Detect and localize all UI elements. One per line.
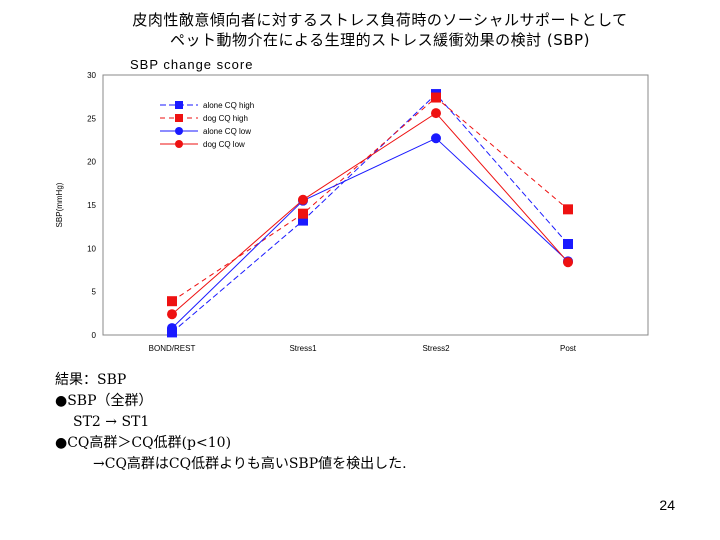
plot-area <box>102 74 649 336</box>
data-point <box>563 257 573 268</box>
results-line-2: ●SBP（全群） <box>55 393 153 409</box>
data-point <box>431 92 441 103</box>
legend-label: alone CQ high <box>203 101 254 110</box>
y-tick-label: 15 <box>87 201 96 210</box>
legend-marker <box>175 114 183 122</box>
results-text: 結果：SBP ●SBP（全群） ST2 → ST1 ●CQ高群＞CQ低群(p<1… <box>55 370 407 475</box>
slide-title-line-2: ペット動物介在による生理的ストレス緩衝効果の検討 (SBP) <box>170 31 590 49</box>
series-line <box>171 137 569 329</box>
series-line <box>171 93 569 333</box>
series-markers <box>167 89 573 338</box>
legend: alone CQ high dog CQ high alone CQ low dog … <box>160 101 254 149</box>
data-point <box>431 108 441 119</box>
legend-marker <box>175 140 183 148</box>
data-point <box>167 323 177 334</box>
series-lines <box>171 93 569 333</box>
x-tick-label: Stress2 <box>422 344 450 353</box>
y-axis-label: SBP(mmHg) <box>55 182 64 227</box>
sbp-line-chart: SBP change score SBP(mmHg) 051015202530 … <box>55 57 649 353</box>
results-line-3: ST2 → ST1 <box>73 414 150 430</box>
y-tick-label: 25 <box>87 114 96 123</box>
y-tick-label: 0 <box>92 331 97 340</box>
y-ticks: 0 5 10 15 20 25 30 <box>87 71 96 340</box>
x-tick-labels: BOND/REST Stress1 Stress2 Post <box>149 344 577 353</box>
data-point <box>431 133 441 144</box>
slide-title-line-1: 皮肉性敵意傾向者に対するストレス負荷時のソーシャルサポートとして <box>132 11 628 29</box>
series-line <box>171 112 569 315</box>
x-tick-label: Stress1 <box>289 344 317 353</box>
legend-label: alone CQ low <box>203 127 251 136</box>
data-point <box>298 215 308 226</box>
page-number: 24 <box>659 497 675 513</box>
legend-marker <box>175 127 183 135</box>
data-point <box>298 194 308 205</box>
data-point <box>298 208 308 219</box>
data-point <box>167 309 177 320</box>
data-point <box>563 239 573 249</box>
slide-title: 皮肉性敵意傾向者に対するストレス負荷時のソーシャルサポートとして ペット動物介在… <box>80 10 680 50</box>
legend-marker <box>175 101 183 109</box>
y-tick-label: 20 <box>87 158 96 167</box>
x-tick-label: BOND/REST <box>149 344 196 353</box>
y-tick-label: 30 <box>87 71 96 80</box>
y-tick-label: 10 <box>87 244 96 253</box>
data-point <box>167 296 177 307</box>
legend-label: dog CQ low <box>203 140 245 149</box>
results-line-5: →CQ高群はCQ低群よりも高いSBP値を検出した. <box>93 456 407 472</box>
x-tick-label: Post <box>560 344 577 353</box>
results-line-4: ●CQ高群＞CQ低群(p<10) <box>55 435 232 451</box>
series-line <box>171 96 569 302</box>
chart-title: SBP change score <box>130 57 253 72</box>
y-tick-label: 5 <box>92 288 97 297</box>
results-line-1: 結果：SBP <box>55 372 127 388</box>
data-point <box>563 204 573 215</box>
legend-label: dog CQ high <box>203 114 248 123</box>
